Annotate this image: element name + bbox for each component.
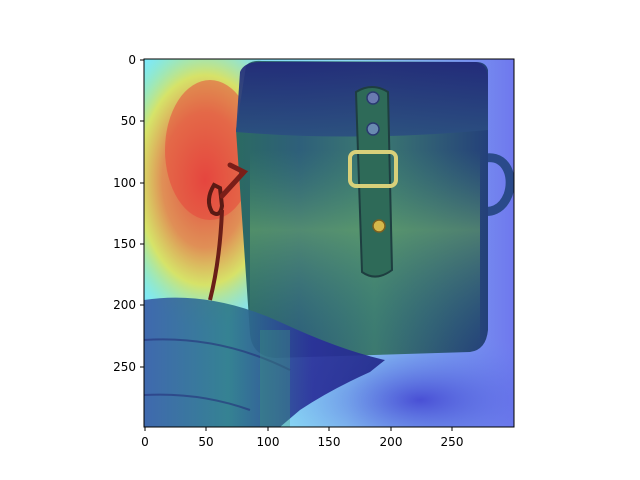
strap-ring <box>207 182 225 216</box>
x-tick-label: 100 <box>257 435 280 449</box>
buckle <box>348 150 398 188</box>
y-tick-label: 150 <box>113 237 136 251</box>
stud <box>372 219 386 233</box>
y-tick-label: 250 <box>113 360 136 374</box>
shoulder-strap <box>144 297 385 427</box>
x-tick-label: 50 <box>198 435 213 449</box>
x-tick-label: 0 <box>141 435 149 449</box>
x-tick-label: 200 <box>380 435 403 449</box>
y-tick-label: 0 <box>128 53 136 67</box>
x-axis: 0 50 100 150 200 250 <box>141 427 463 449</box>
y-tick-label: 200 <box>113 298 136 312</box>
rivet <box>366 91 380 105</box>
y-tick-label: 100 <box>113 176 136 190</box>
y-tick-label: 50 <box>121 114 136 128</box>
side-handle <box>473 153 514 216</box>
y-axis: 0 50 100 150 200 250 <box>113 53 144 374</box>
front-strap <box>354 86 394 278</box>
x-tick-label: 150 <box>318 435 341 449</box>
x-tick-label: 250 <box>441 435 464 449</box>
heatmap-image <box>144 59 514 427</box>
rivet <box>366 122 380 136</box>
